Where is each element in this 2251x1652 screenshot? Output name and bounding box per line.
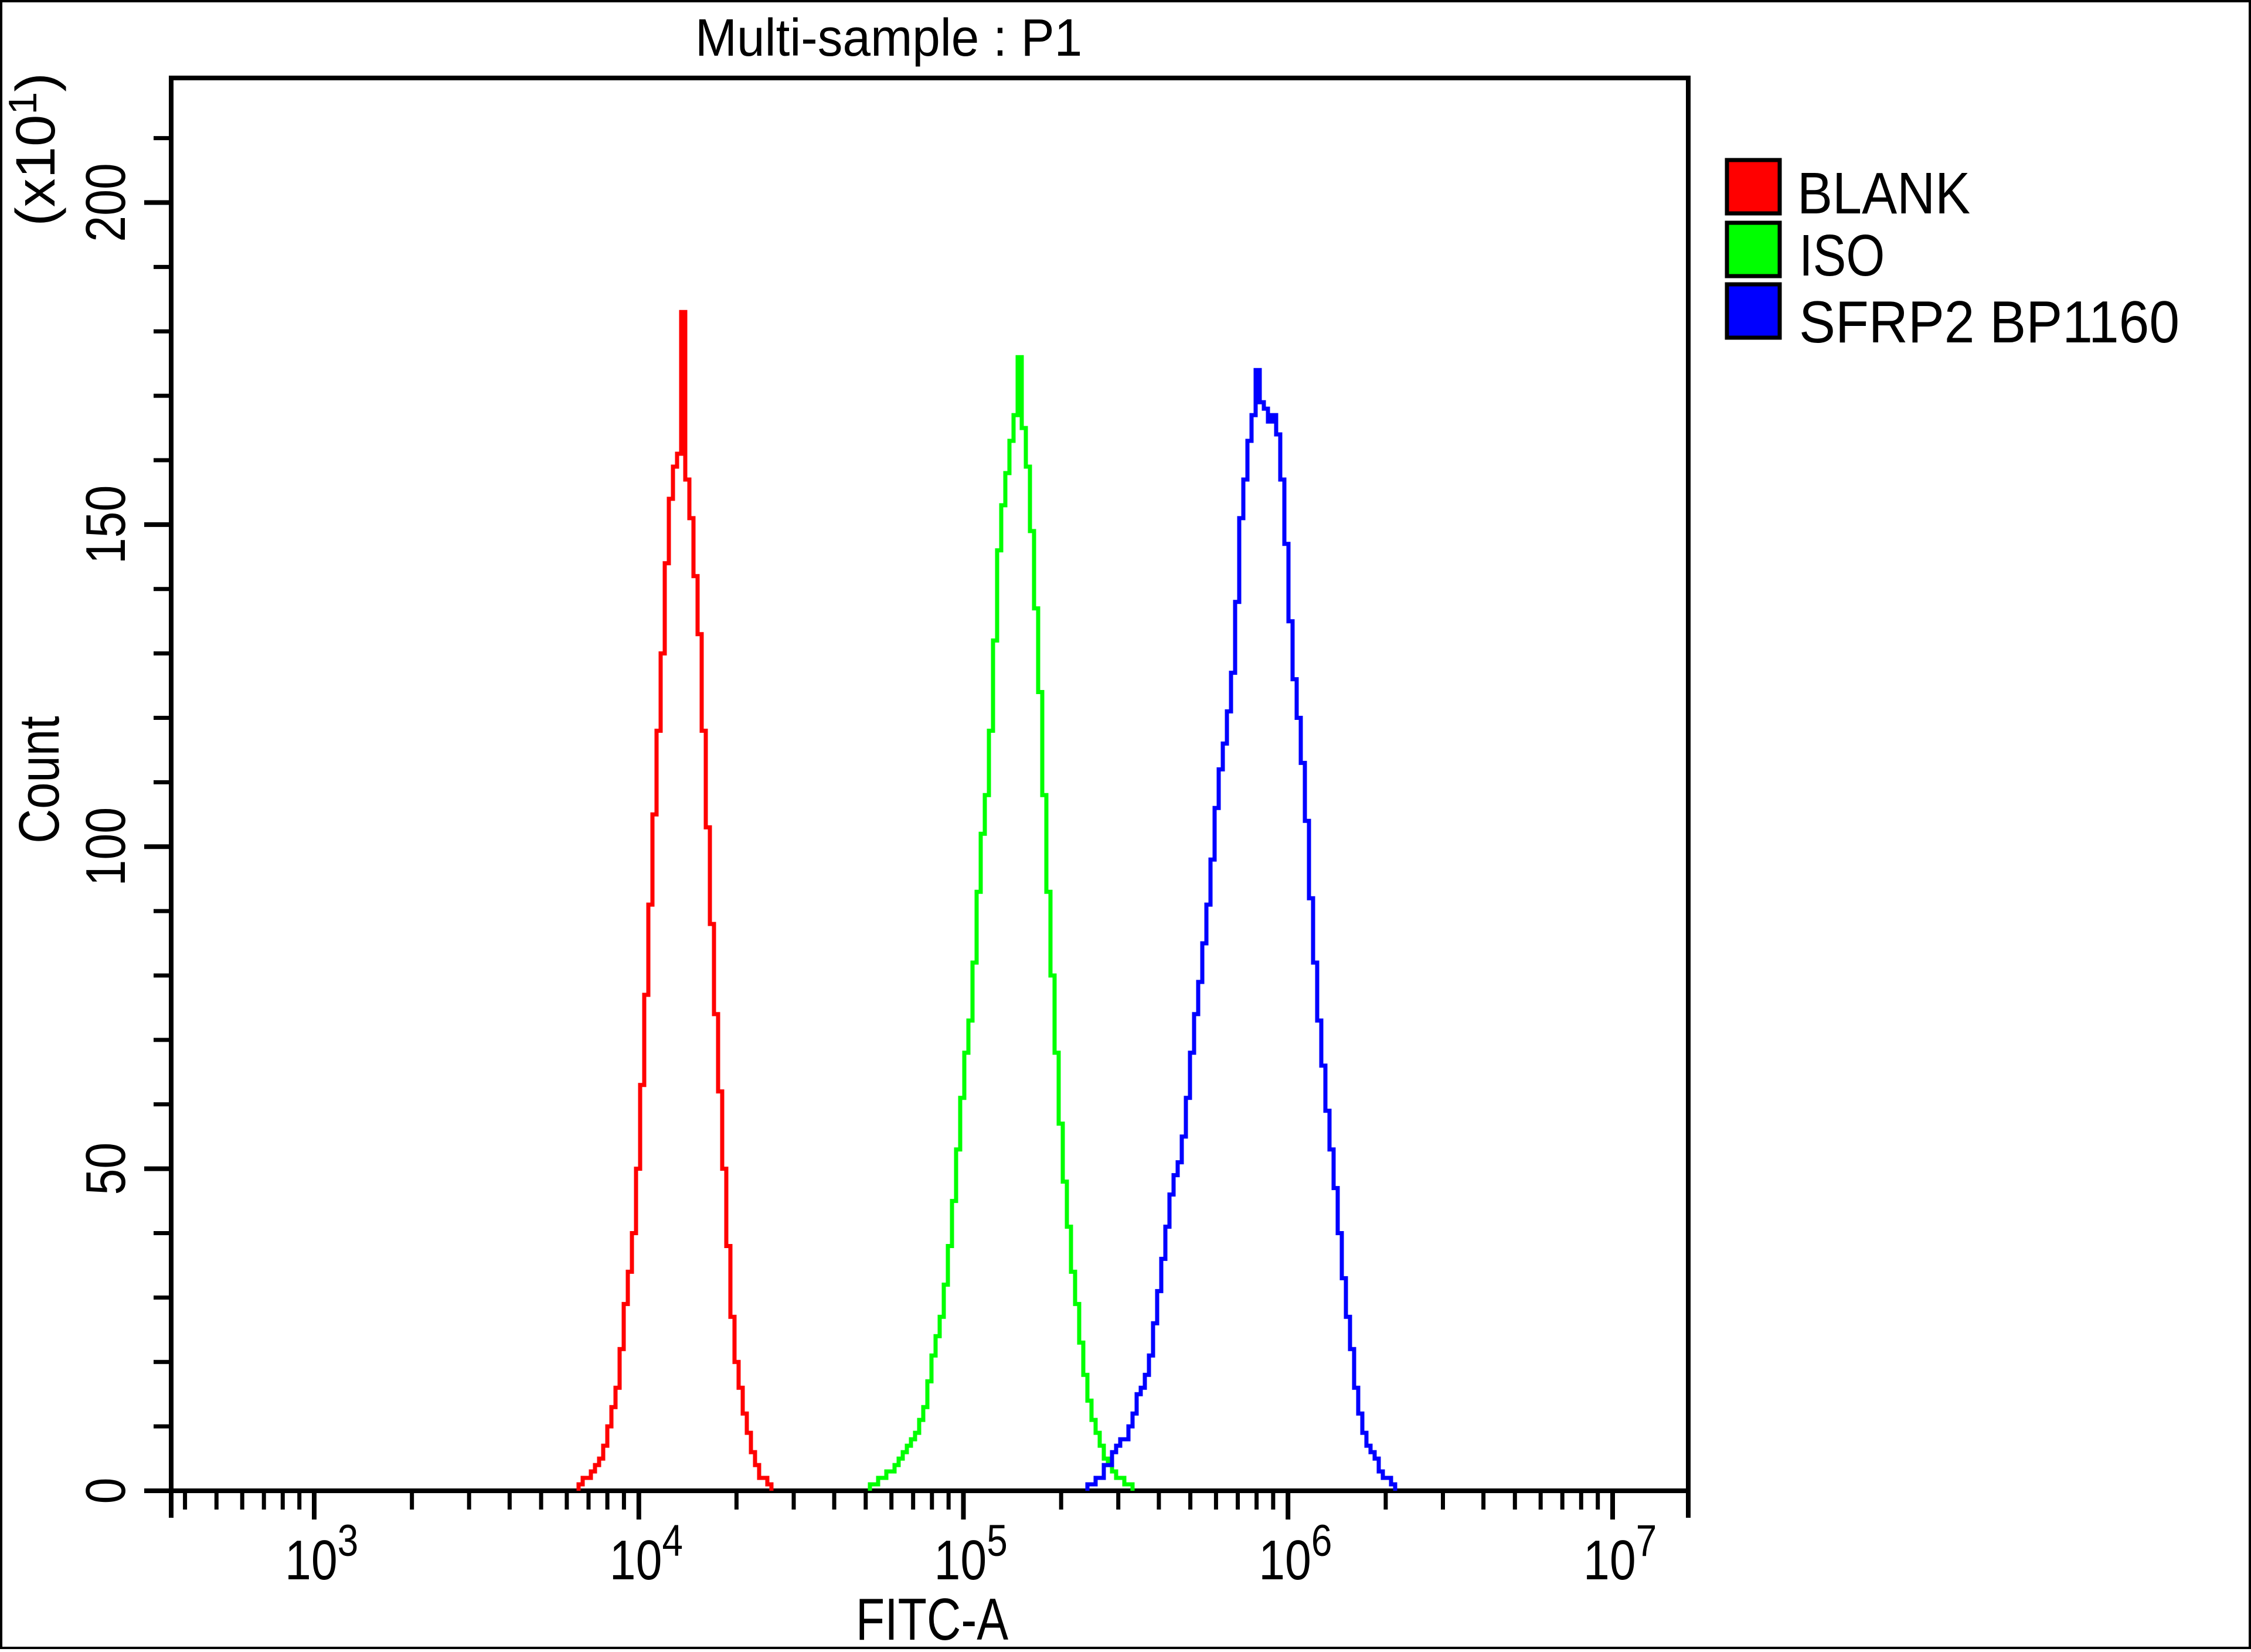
- svg-text:50: 50: [74, 1143, 137, 1195]
- svg-text:200: 200: [74, 163, 137, 242]
- svg-text:150: 150: [74, 485, 137, 565]
- svg-text:100: 100: [74, 807, 137, 886]
- svg-text:Multi-sample : P1: Multi-sample : P1: [695, 8, 1082, 67]
- svg-text:Count: Count: [7, 716, 70, 843]
- svg-text:0: 0: [74, 1478, 137, 1504]
- svg-text:SFRP2 BP1160: SFRP2 BP1160: [1799, 288, 2179, 355]
- svg-text:BLANK: BLANK: [1797, 161, 1970, 226]
- svg-text:FITC-A: FITC-A: [856, 1586, 1008, 1649]
- svg-text:ISO: ISO: [1799, 222, 1885, 288]
- svg-text:(x101): (x101): [1, 73, 67, 226]
